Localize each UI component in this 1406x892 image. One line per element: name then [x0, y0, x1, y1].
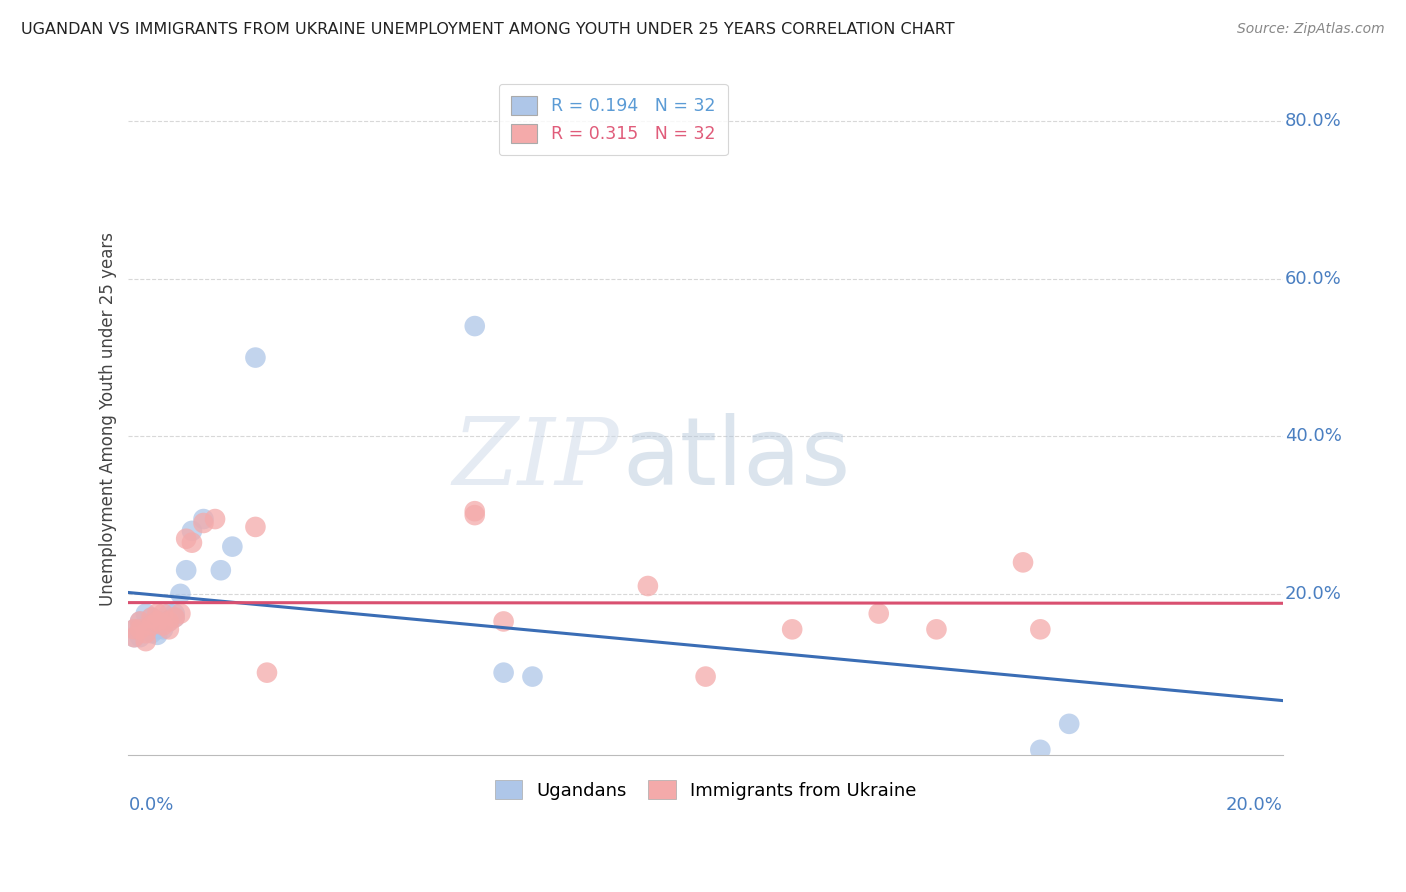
Point	[695, 670, 717, 684]
Point	[135, 626, 157, 640]
Point	[209, 563, 232, 577]
Point	[163, 610, 186, 624]
Point	[522, 670, 544, 684]
Point	[146, 615, 169, 629]
Point	[157, 623, 180, 637]
Point	[256, 665, 278, 680]
Point	[135, 623, 157, 637]
Point	[146, 615, 169, 629]
Point	[146, 607, 169, 621]
Point	[157, 615, 180, 629]
Point	[135, 634, 157, 648]
Text: UGANDAN VS IMMIGRANTS FROM UKRAINE UNEMPLOYMENT AMONG YOUTH UNDER 25 YEARS CORRE: UGANDAN VS IMMIGRANTS FROM UKRAINE UNEMP…	[21, 22, 955, 37]
Point	[141, 618, 163, 632]
Point	[204, 512, 226, 526]
Point	[129, 615, 152, 629]
Point	[129, 630, 152, 644]
Point	[122, 630, 145, 644]
Point	[169, 587, 191, 601]
Text: 40.0%: 40.0%	[1285, 427, 1341, 445]
Point	[157, 615, 180, 629]
Text: 20.0%: 20.0%	[1226, 796, 1282, 814]
Point	[1057, 716, 1080, 731]
Point	[141, 618, 163, 632]
Point	[152, 618, 174, 632]
Text: Source: ZipAtlas.com: Source: ZipAtlas.com	[1237, 22, 1385, 37]
Point	[174, 563, 197, 577]
Point	[169, 607, 191, 621]
Legend: R = 0.194   N = 32, R = 0.315   N = 32: R = 0.194 N = 32, R = 0.315 N = 32	[499, 84, 728, 155]
Point	[174, 532, 197, 546]
Point	[780, 623, 803, 637]
Point	[163, 607, 186, 621]
Point	[163, 610, 186, 624]
Point	[135, 607, 157, 621]
Point	[868, 607, 890, 621]
Point	[1029, 623, 1052, 637]
Point	[464, 504, 486, 518]
Text: atlas: atlas	[623, 413, 851, 505]
Text: 0.0%: 0.0%	[128, 796, 174, 814]
Point	[245, 351, 267, 365]
Point	[464, 319, 486, 334]
Point	[1029, 743, 1052, 757]
Point	[157, 607, 180, 621]
Text: ZIP: ZIP	[453, 414, 619, 504]
Point	[245, 520, 267, 534]
Point	[146, 623, 169, 637]
Point	[129, 615, 152, 629]
Point	[129, 623, 152, 637]
Point	[141, 610, 163, 624]
Point	[129, 623, 152, 637]
Point	[122, 623, 145, 637]
Point	[193, 512, 215, 526]
Point	[181, 535, 204, 549]
Point	[492, 665, 515, 680]
Point	[141, 610, 163, 624]
Point	[146, 628, 169, 642]
Text: 80.0%: 80.0%	[1285, 112, 1341, 130]
Point	[152, 607, 174, 621]
Text: 20.0%: 20.0%	[1285, 585, 1341, 603]
Point	[221, 540, 243, 554]
Point	[181, 524, 204, 538]
Point	[925, 623, 948, 637]
Point	[122, 623, 145, 637]
Point	[122, 630, 145, 644]
Y-axis label: Unemployment Among Youth under 25 years: Unemployment Among Youth under 25 years	[100, 232, 117, 606]
Point	[637, 579, 659, 593]
Point	[141, 626, 163, 640]
Point	[193, 516, 215, 530]
Point	[464, 508, 486, 522]
Point	[492, 615, 515, 629]
Text: 60.0%: 60.0%	[1285, 269, 1341, 288]
Point	[1012, 555, 1035, 569]
Point	[135, 618, 157, 632]
Point	[152, 615, 174, 629]
Point	[152, 623, 174, 637]
